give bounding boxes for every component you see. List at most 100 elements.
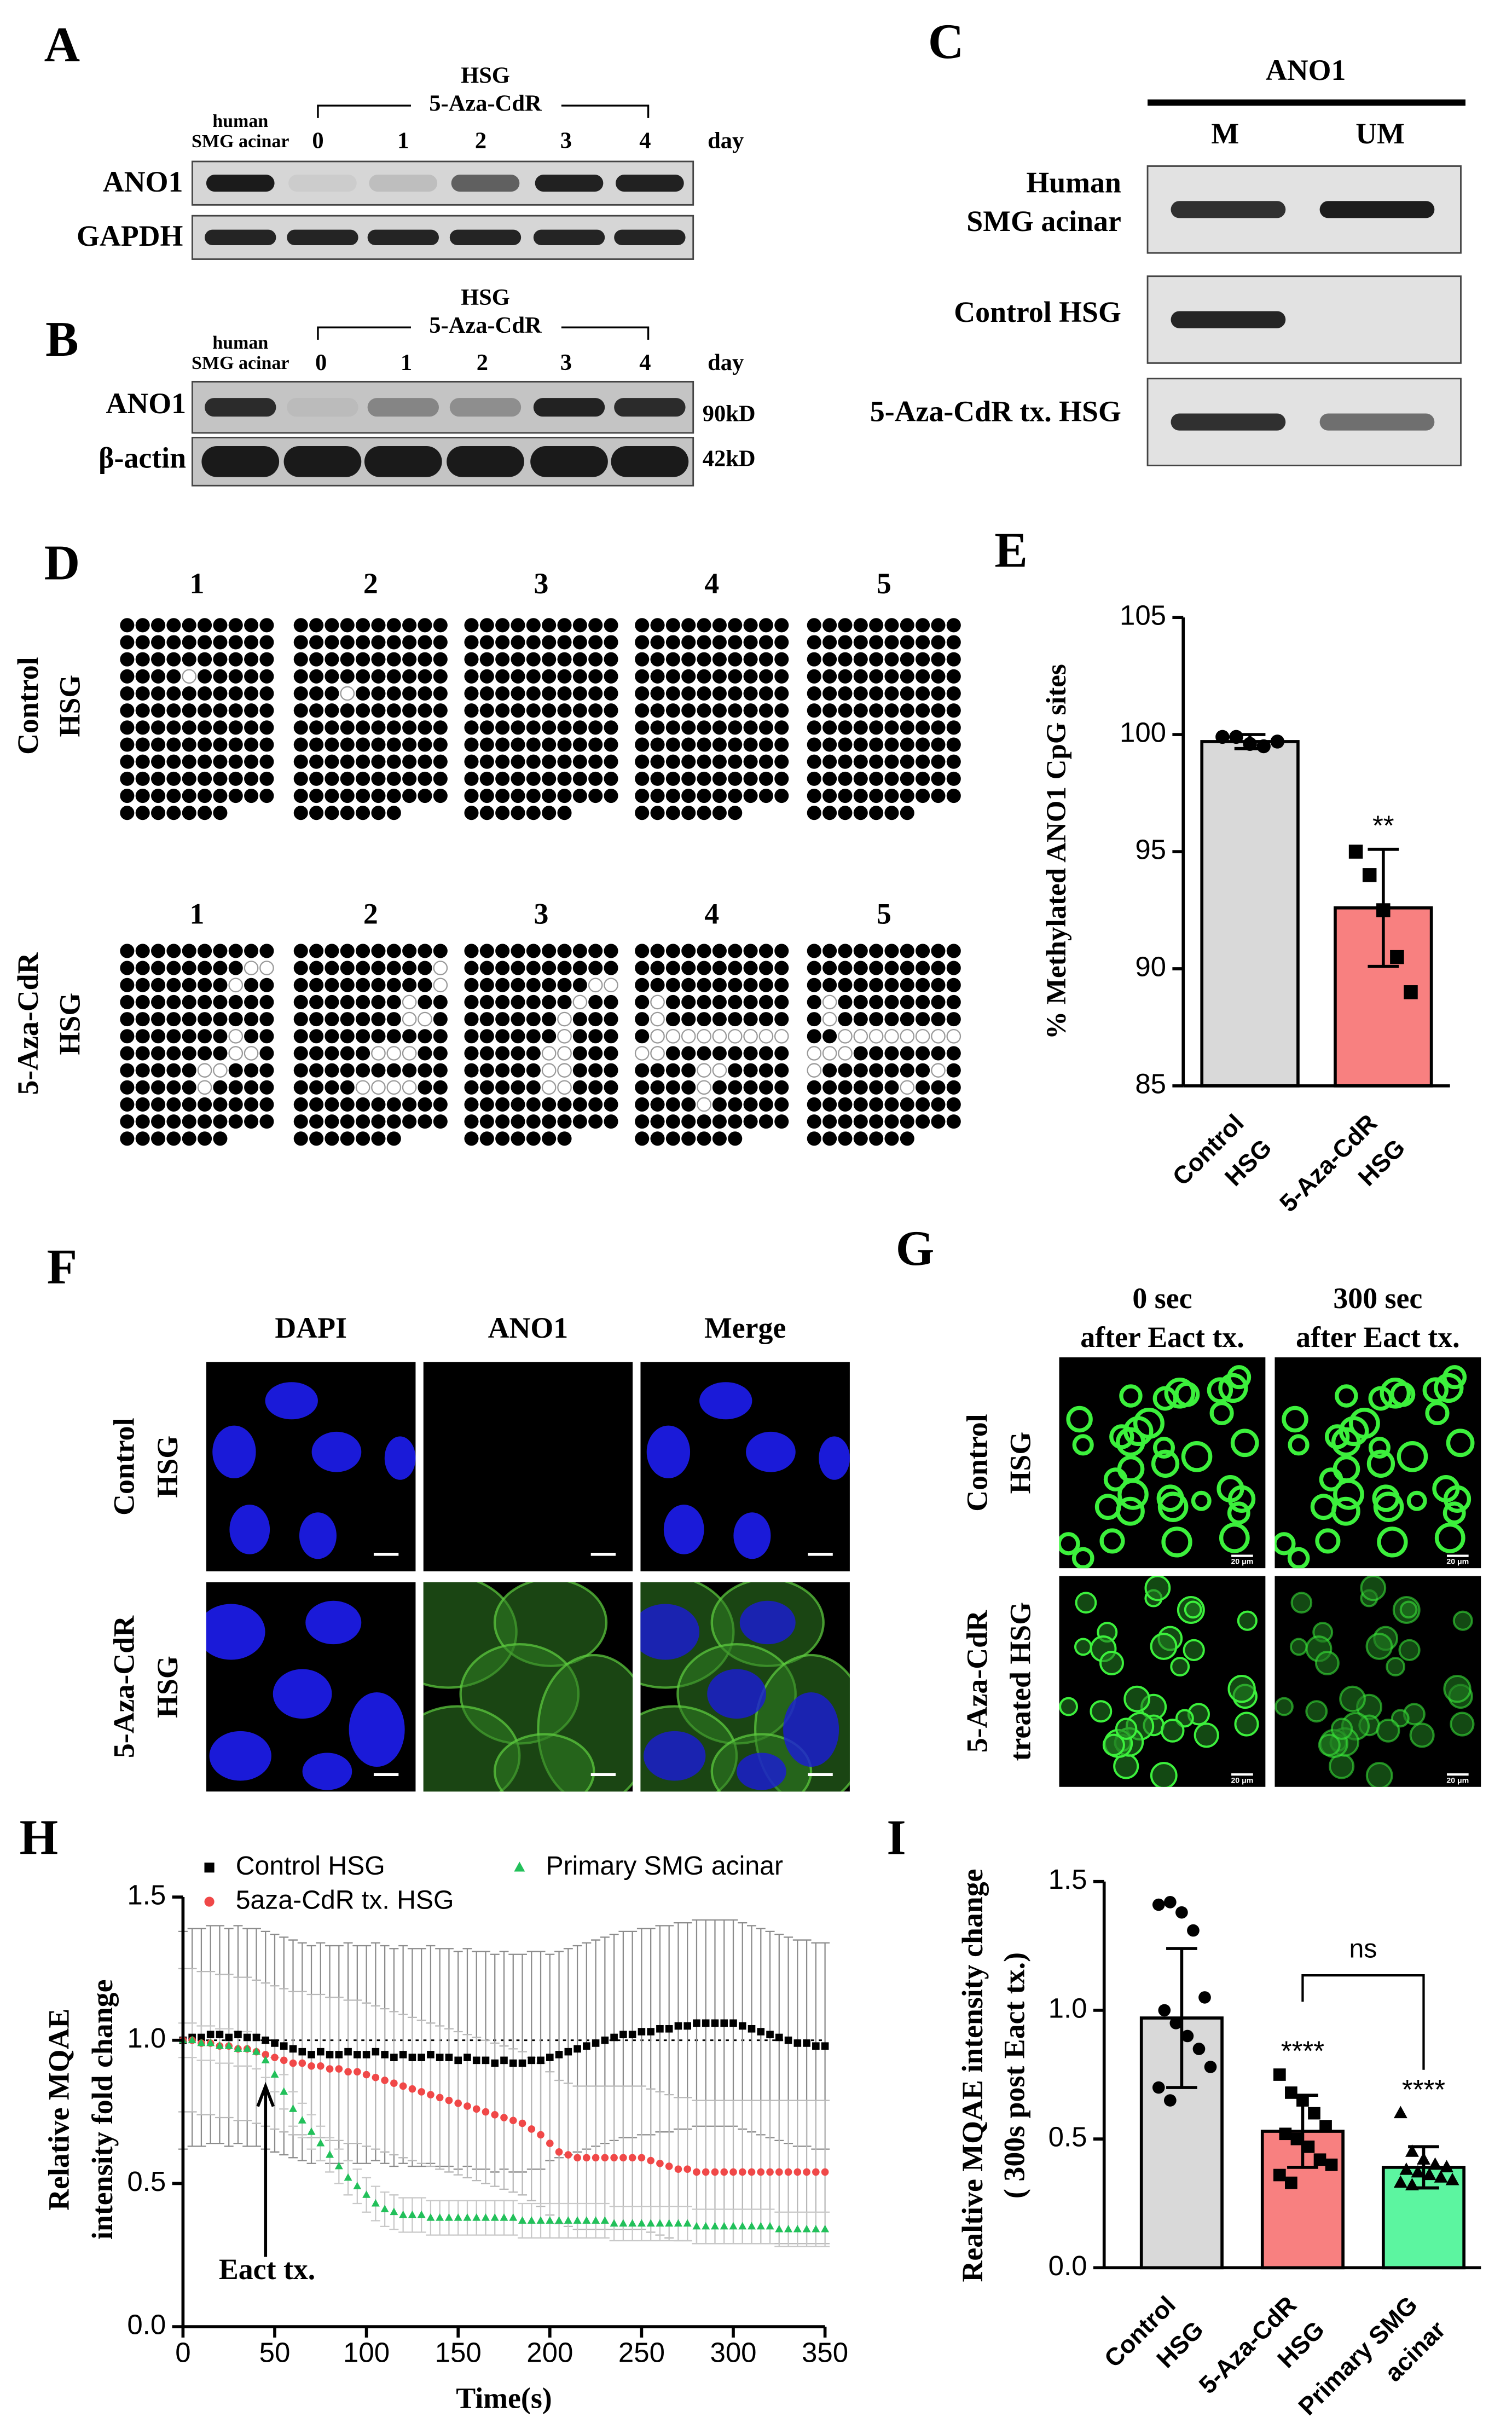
cell [1398,1639,1421,1661]
clone-label: 3 [534,897,549,930]
data-point [280,2042,288,2050]
methylated-site [479,720,494,735]
cell [1287,1547,1310,1569]
unmethylated-site [868,1028,884,1044]
methylated-site [900,737,914,752]
unmethylated-site [371,1080,386,1095]
methylated-site [479,771,494,786]
methylated-site [309,754,324,769]
methylated-site [511,754,525,769]
methylated-site [946,618,961,633]
data-point [821,2168,829,2176]
cell [1181,1441,1213,1472]
methylated-site [151,1029,166,1044]
methylated-site [572,669,587,684]
methylated-site [572,1012,587,1027]
data-point [711,2168,719,2176]
methylated-site [511,1063,525,1078]
nucleus [302,1753,352,1790]
methylated-site [228,788,243,803]
methylated-site [433,618,448,633]
methylated-site [869,771,884,786]
methylated-site [916,737,930,752]
methylated-site [946,652,961,667]
panel-label: C [928,14,964,69]
methylated-site [743,1012,758,1027]
data-point [702,2222,710,2230]
data-point [399,2082,407,2090]
methylated-site [869,703,884,718]
group-label: HSG [461,285,510,310]
methylated-site [244,652,259,667]
methylated-site [479,1080,494,1095]
methylated-site [293,1063,308,1078]
methylated-site [371,720,386,735]
unmethylated-site [182,669,197,684]
methylated-site [526,1063,541,1078]
cell [1434,1522,1465,1553]
methylated-site [542,652,557,667]
methylated-site [340,771,355,786]
methylated-site [120,720,135,735]
day-label: 2 [475,128,486,154]
methylated-site [309,961,324,975]
data-point [1204,2061,1217,2073]
methylated-site [807,1080,821,1095]
cell [1319,1467,1343,1491]
methylated-site [681,1080,696,1095]
methylated-site [340,1063,355,1078]
data-point [674,2165,682,2173]
methylated-site [244,1012,259,1027]
methylated-site [244,1114,259,1129]
methylated-site [309,1063,324,1078]
methylated-site [371,618,386,633]
methylated-site [120,635,135,650]
methylated-site [309,669,324,684]
lane-label: SMG acinar [192,353,289,373]
methylated-site [182,1063,196,1078]
row-label: SMG acinar [966,205,1121,238]
data-point [326,2051,334,2058]
methylated-site [402,961,417,975]
methylated-site [542,703,557,718]
methylated-site [151,737,166,752]
methylated-site [635,652,650,667]
methylated-site [293,737,308,752]
data-point [1152,1898,1165,1911]
methylated-site [526,1114,541,1129]
methylated-site [259,1080,274,1095]
methylated-site [244,788,259,803]
methylated-site [151,1114,166,1129]
panel-label: D [44,535,80,590]
methylated-site [604,1012,618,1027]
methylated-site [557,669,572,684]
methylated-site [495,1131,510,1146]
methylated-site [774,961,789,975]
data-point [784,2168,792,2176]
methylated-site [931,994,946,1009]
unmethylated-site [228,978,244,993]
data-point [1348,845,1363,859]
methylated-site [758,703,773,718]
methylated-site [588,788,603,803]
day-label: 3 [560,128,572,154]
cell [1305,1700,1328,1723]
data-point [555,2051,563,2058]
data-point [638,2028,646,2035]
methylated-site [309,994,324,1009]
methylated-site [665,703,680,718]
day-label: 4 [639,350,651,375]
methylated-site [356,720,370,735]
cell [1103,1467,1128,1491]
methylated-site [511,1131,525,1146]
methylated-site [681,944,696,958]
methylated-site [495,1012,510,1027]
data-point [408,2054,416,2061]
methylated-site [572,944,587,958]
methylated-site [166,994,181,1009]
methylated-site [665,994,680,1009]
methylated-site [931,1046,946,1061]
methylated-site [650,788,665,803]
methylated-site [681,806,696,820]
data-point [289,2059,297,2067]
